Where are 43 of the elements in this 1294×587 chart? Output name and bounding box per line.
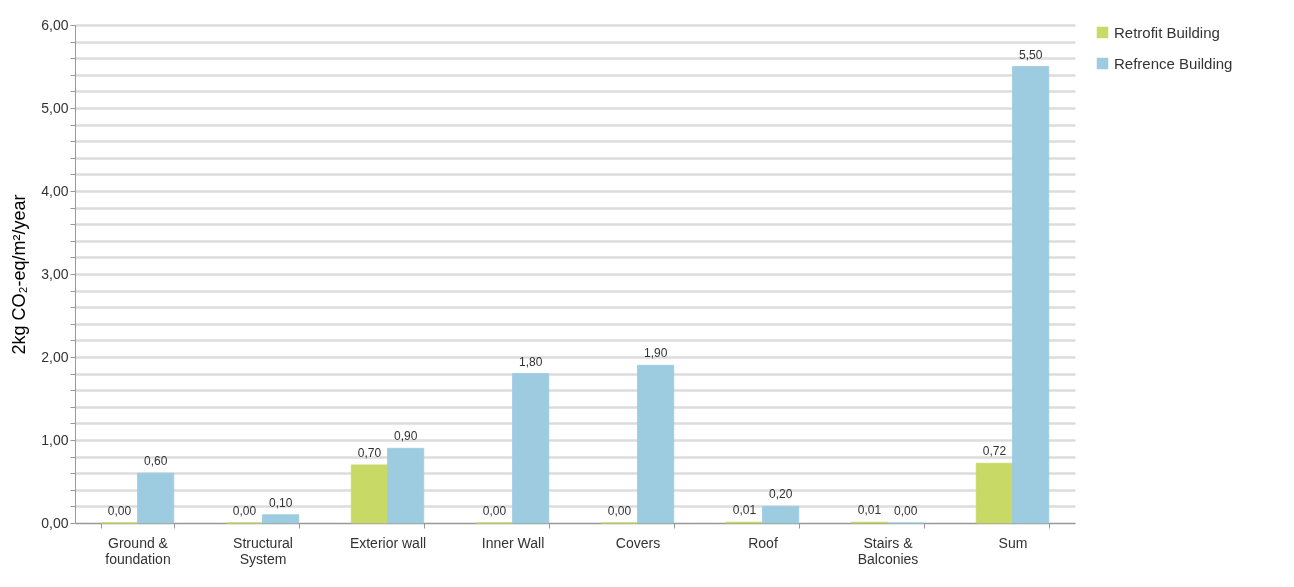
data-label: 1,90 xyxy=(643,346,668,361)
legend-label: Retrofit Building xyxy=(1114,23,1220,41)
y-axis-title: 2kg CO₂-eq/m²/year xyxy=(9,194,30,355)
data-label: 0,00 xyxy=(482,504,507,518)
bar xyxy=(762,506,800,524)
y-tick-label: 6,00 xyxy=(41,16,69,33)
data-label: 0,10 xyxy=(268,495,293,510)
data-label: 0,72 xyxy=(982,444,1007,459)
data-label: 1,80 xyxy=(518,354,543,369)
y-tick-label: 4,00 xyxy=(41,182,69,199)
x-tick-label: Exterior wall xyxy=(349,534,427,551)
bar xyxy=(637,364,675,524)
data-label: 0,00 xyxy=(893,504,918,518)
bar xyxy=(975,462,1013,524)
bar xyxy=(387,447,425,524)
y-tick-label: 2,00 xyxy=(41,348,69,365)
bar xyxy=(137,472,175,524)
data-label: 0,20 xyxy=(768,487,793,502)
x-tick-label: Stairs & Balconies xyxy=(857,534,919,567)
data-label: 0,00 xyxy=(107,504,132,518)
x-tick-label: Structural System xyxy=(233,534,293,567)
y-tick-label: 1,00 xyxy=(41,431,69,448)
x-tick-label: Covers xyxy=(615,534,661,551)
data-label: 0,90 xyxy=(393,429,418,444)
data-label: 0,00 xyxy=(607,504,632,518)
x-tick-label: Inner Wall xyxy=(481,534,545,551)
y-tick-label: 3,00 xyxy=(41,265,69,282)
bar xyxy=(512,373,550,524)
bar xyxy=(1012,66,1050,524)
data-label: 0,70 xyxy=(357,445,382,460)
bar xyxy=(350,464,388,524)
x-tick-label: Roof xyxy=(748,534,778,551)
data-label: 0,01 xyxy=(732,503,757,518)
y-tick-label: 0,00 xyxy=(41,514,69,531)
y-tick-label: 5,00 xyxy=(41,99,69,116)
data-label: 0,00 xyxy=(232,504,257,518)
data-label: 5,50 xyxy=(1018,47,1043,62)
x-tick-label: Ground & foundation xyxy=(105,534,171,567)
x-tick-label: Sum xyxy=(998,534,1028,551)
data-label: 0,60 xyxy=(143,454,168,469)
bar xyxy=(262,514,300,524)
legend-label: Refrence Building xyxy=(1114,54,1233,72)
data-label: 0,01 xyxy=(857,503,882,518)
